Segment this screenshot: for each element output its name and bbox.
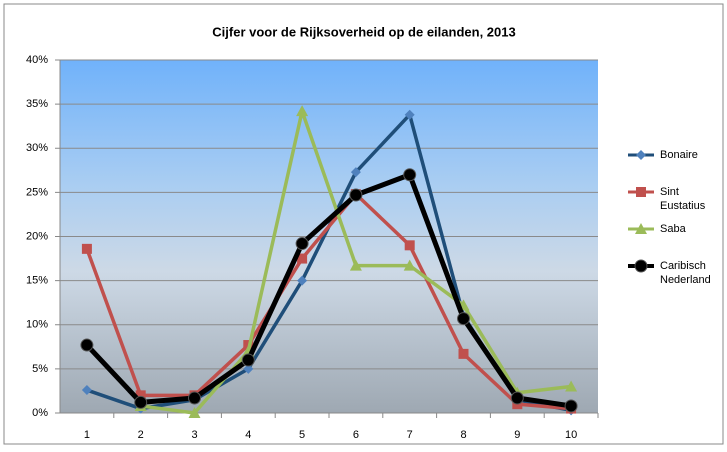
data-point — [564, 399, 578, 413]
data-point — [349, 188, 363, 202]
data-point — [510, 391, 524, 405]
data-point — [295, 237, 309, 251]
legend-marker — [636, 187, 646, 197]
data-point — [134, 395, 148, 409]
x-tick-label: 1 — [84, 429, 90, 441]
y-tick-label: 40% — [26, 54, 48, 66]
data-point — [188, 391, 201, 405]
y-tick-label: 25% — [26, 186, 48, 198]
data-point — [458, 348, 469, 359]
data-point — [241, 353, 255, 367]
data-point — [349, 259, 362, 271]
data-point — [135, 390, 146, 401]
chart-title: Cijfer voor de Rijksoverheid op de eilan… — [212, 24, 515, 39]
x-tick-label: 10 — [565, 429, 577, 441]
y-tick-label: 20% — [26, 230, 48, 242]
y-tick-label: 10% — [26, 319, 48, 331]
x-tick-label: 9 — [514, 429, 520, 441]
data-point — [297, 275, 308, 286]
data-point — [404, 240, 415, 251]
x-tick-label: 6 — [353, 429, 359, 441]
data-point — [404, 109, 415, 120]
x-tick-label: 5 — [299, 429, 305, 441]
legend-marker — [635, 223, 647, 234]
data-point — [457, 312, 470, 326]
series-line — [85, 172, 572, 409]
legend-label: Bonaire — [660, 149, 698, 161]
y-tick-label: 35% — [26, 98, 48, 110]
legend-label: Caribisch Nederland — [660, 260, 711, 286]
legend-label: Saba — [660, 223, 686, 235]
data-point — [188, 407, 201, 418]
data-point — [243, 363, 254, 374]
x-tick-label: 2 — [138, 429, 144, 441]
legend-marker — [634, 259, 648, 273]
data-point — [81, 385, 92, 396]
data-point — [565, 380, 578, 392]
x-tick-label: 3 — [191, 429, 197, 441]
data-point — [297, 253, 308, 264]
legend-marker — [636, 150, 646, 160]
x-tick-label: 4 — [245, 429, 251, 441]
data-point — [403, 168, 417, 182]
y-tick-label: 15% — [26, 275, 48, 287]
x-tick-label: 7 — [407, 429, 413, 441]
y-tick-label: 0% — [32, 407, 48, 419]
legend-label: Sint Eustatius — [660, 186, 706, 212]
x-tick-label: 8 — [460, 429, 466, 441]
y-tick-label: 30% — [26, 142, 48, 154]
data-point — [350, 167, 361, 178]
data-point — [296, 105, 309, 117]
data-point — [81, 243, 92, 254]
data-point — [80, 338, 94, 352]
data-point — [403, 259, 416, 271]
series-line — [85, 192, 572, 411]
y-tick-label: 5% — [32, 363, 48, 375]
